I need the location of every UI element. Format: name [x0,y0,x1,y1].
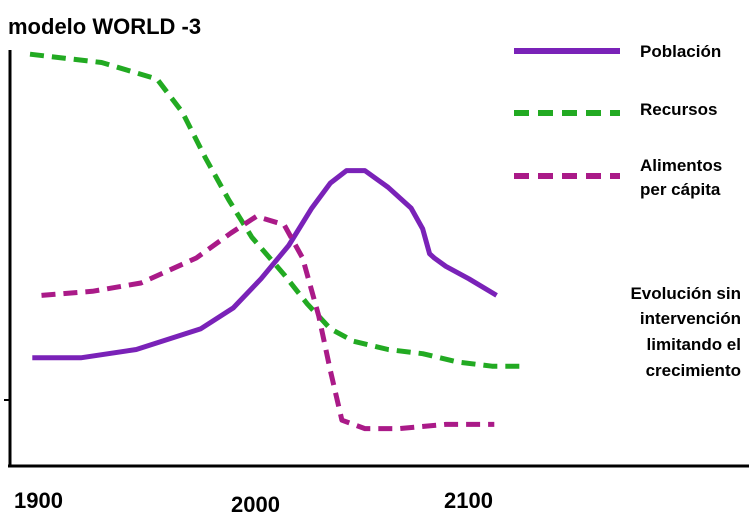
series-layer [29,51,527,432]
annotation-line: Evolución sin [630,284,741,303]
annotation-line: intervención [640,309,741,328]
legend-label-alimentos: Alimentos per cápita [640,156,727,199]
series-line-1 [29,51,527,369]
annotation-line: crecimiento [646,361,741,380]
legend-label-recursos: Recursos [640,100,717,119]
x-tick-label: 2000 [231,492,280,515]
annotation-line: limitando el [647,335,741,354]
annotation: Evolución sin intervención limitando el … [630,284,741,380]
chart-title: modelo WORLD -3 [8,14,201,39]
legend-label-alimentos-line2: per cápita [640,180,721,199]
legend-label-poblacion: Población [640,42,721,61]
legend-label-alimentos-line1: Alimentos [640,156,722,175]
series-line-2 [41,213,495,432]
legend: Población Recursos Alimentos per cápita [514,42,727,199]
series-line-0 [32,168,498,361]
x-tick-label: 2100 [444,488,493,513]
x-tick-label: 1900 [14,488,63,513]
